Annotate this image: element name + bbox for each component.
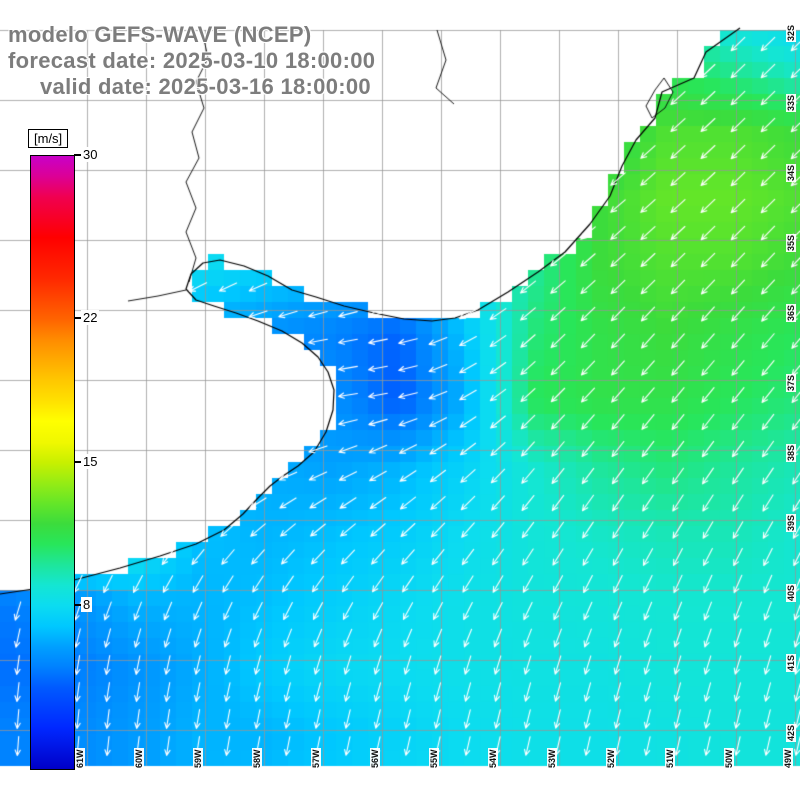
colorbar-tick-mark xyxy=(74,460,81,463)
colorbar-tick-mark xyxy=(74,317,81,320)
lon-label: 59W xyxy=(193,748,203,769)
lon-label: 51W xyxy=(665,748,675,769)
lon-label: 49W xyxy=(783,748,793,769)
title-block: modelo GEFS-WAVE (NCEP) forecast date: 2… xyxy=(8,22,375,100)
lat-label: 32S xyxy=(786,23,796,42)
model-title: modelo GEFS-WAVE (NCEP) xyxy=(8,22,312,47)
lat-label: 34S xyxy=(786,163,796,182)
lat-label: 35S xyxy=(786,233,796,252)
lon-label: 54W xyxy=(488,748,498,769)
lat-label: 38S xyxy=(786,443,796,462)
lat-label: 41S xyxy=(786,653,796,672)
lon-label: 50W xyxy=(724,748,734,769)
lat-label: 42S xyxy=(786,723,796,742)
colorbar-tick-mark xyxy=(74,603,81,606)
lon-label: 55W xyxy=(429,748,439,769)
lon-label: 60W xyxy=(134,748,144,769)
lon-label: 58W xyxy=(252,748,262,769)
lon-label: 52W xyxy=(606,748,616,769)
lon-label: 61W xyxy=(75,748,85,769)
colorbar-tick-value: 22 xyxy=(81,310,100,326)
colorbar-tick-mark xyxy=(74,154,81,156)
colorbar-gradient xyxy=(30,155,75,770)
colorbar-unit-label: [m/s] xyxy=(28,129,69,148)
valid-date: valid date: 2025-03-16 18:00:00 xyxy=(40,74,371,99)
lat-label: 33S xyxy=(786,93,796,112)
colorbar-tick-value: 8 xyxy=(81,596,93,612)
colorbar-tick-value: 30 xyxy=(81,147,100,162)
forecast-date: forecast date: 2025-03-10 18:00:00 xyxy=(8,48,376,73)
lon-label: 56W xyxy=(370,748,380,769)
lat-label: 36S xyxy=(786,303,796,322)
lat-label: 37S xyxy=(786,373,796,392)
lon-label: 57W xyxy=(311,748,321,769)
lat-label: 39S xyxy=(786,513,796,532)
lat-label: 40S xyxy=(786,583,796,602)
colorbar-tick-value: 15 xyxy=(81,453,100,469)
lon-label: 53W xyxy=(547,748,557,769)
